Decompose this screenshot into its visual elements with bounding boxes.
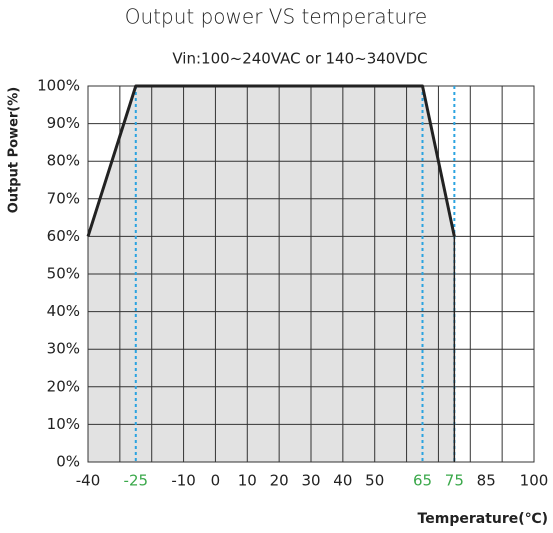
y-axis-label: Output Power(%) (7, 87, 22, 213)
y-tick-label: 40% (47, 302, 80, 320)
x-tick-label: 40 (333, 472, 352, 490)
x-tick-label: 10 (238, 472, 257, 490)
chart-title: Output power VS temperature (125, 5, 427, 29)
y-tick-label: 70% (47, 189, 80, 207)
y-tick-label: 10% (47, 415, 80, 433)
y-tick-label: 20% (47, 377, 80, 395)
x-tick-label: 20 (270, 472, 289, 490)
y-tick-label: 60% (47, 227, 80, 245)
x-tick-label: 85 (477, 472, 496, 490)
y-tick-label: 80% (47, 152, 80, 170)
x-tick-label: 75 (445, 472, 464, 490)
x-tick-label: 0 (211, 472, 221, 490)
y-tick-label: 90% (47, 114, 80, 132)
y-tick-label: 50% (47, 265, 80, 283)
x-tick-label: -25 (124, 472, 149, 490)
x-tick-label: 30 (301, 472, 320, 490)
x-tick-label: -10 (171, 472, 196, 490)
y-tick-label: 0% (56, 453, 80, 471)
x-tick-label: -40 (76, 472, 101, 490)
line (86, 84, 456, 237)
chart-subtitle: Vin:100~240VAC or 140~340VDC (172, 50, 427, 68)
x-axis-label: Temperature(℃) (418, 511, 548, 527)
y-tick-label: 30% (47, 340, 80, 358)
x-tick-label: 65 (413, 472, 432, 490)
y-tick-label: 100% (37, 77, 80, 95)
x-tick-label: 100 (520, 472, 549, 490)
x-tick-label: 50 (365, 472, 384, 490)
